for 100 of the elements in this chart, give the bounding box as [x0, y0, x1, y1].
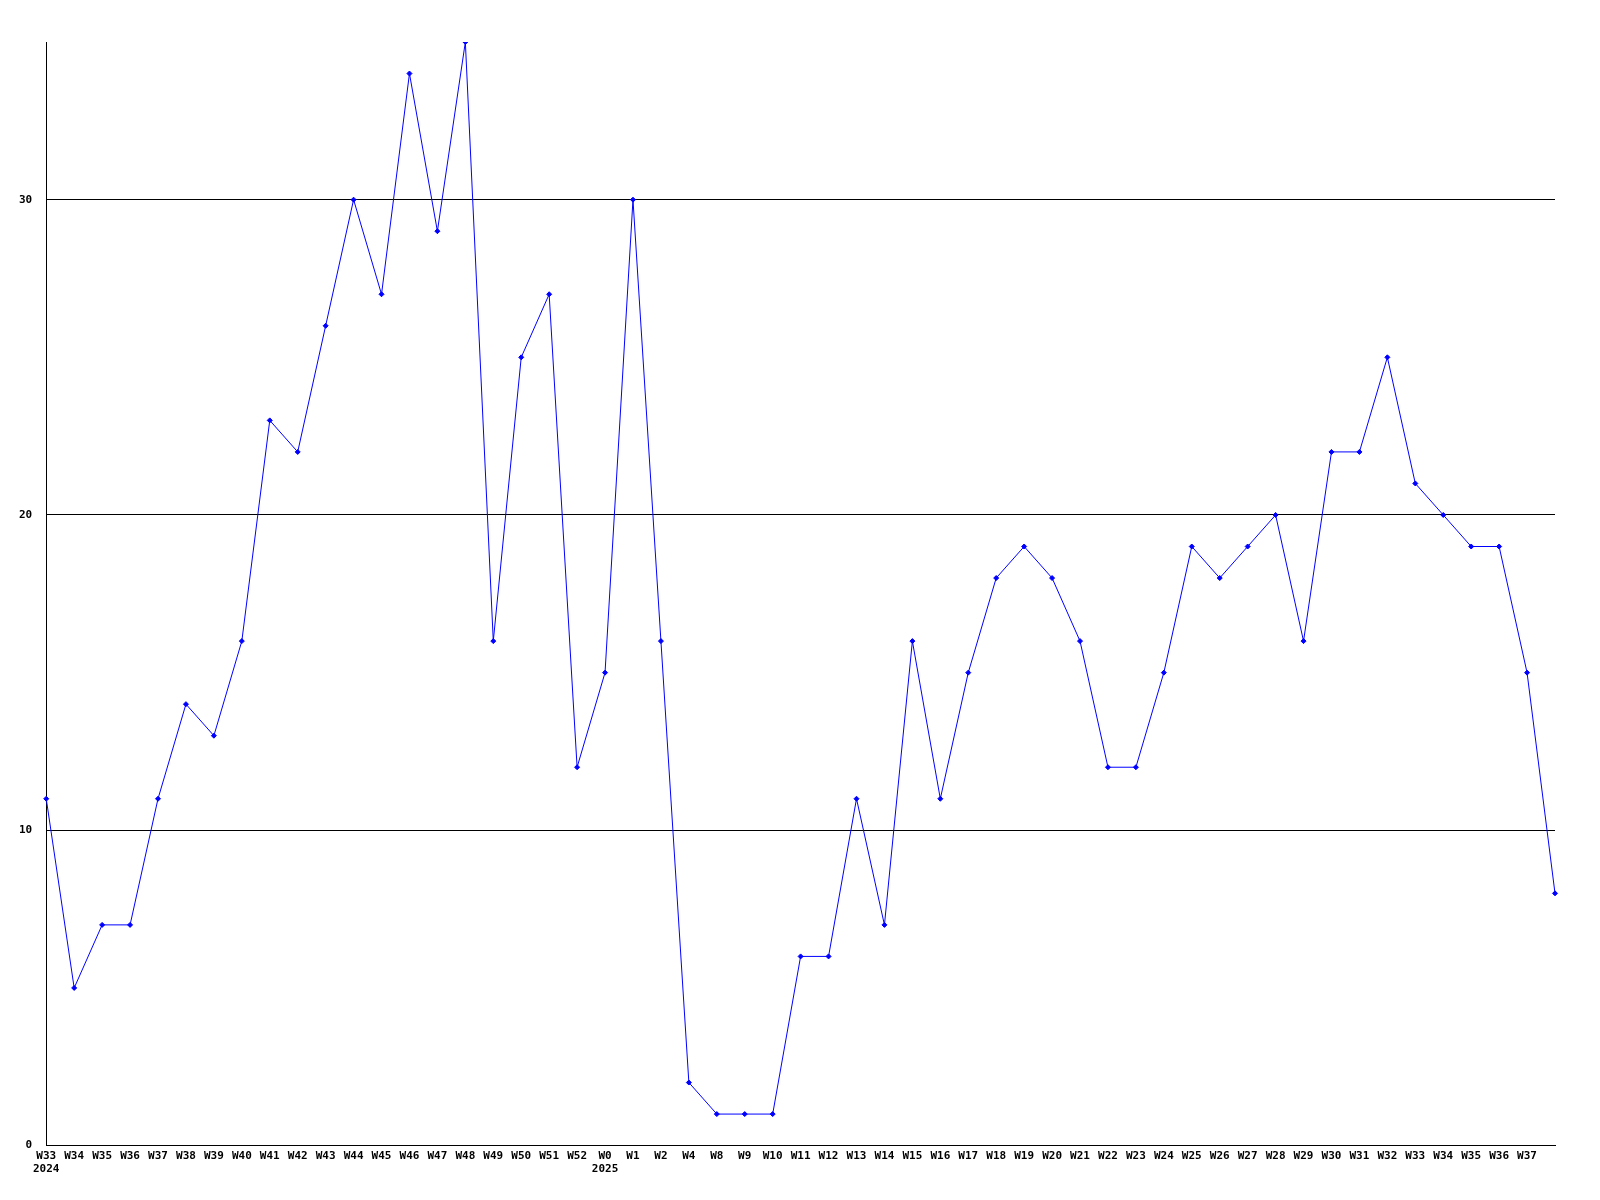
x-tick-label: W51 — [539, 1149, 560, 1163]
point — [127, 921, 134, 928]
point — [1132, 764, 1139, 771]
x-tick-label: W28 — [1265, 1149, 1286, 1163]
x-tick-label: W11 — [790, 1149, 811, 1163]
x-tick-label: W23 — [1125, 1149, 1146, 1163]
y-tick-label: 30 — [19, 192, 33, 206]
point — [1021, 543, 1028, 550]
x-tick-label: W34 — [1433, 1149, 1454, 1163]
x-tick-label: W47 — [427, 1149, 448, 1163]
point — [406, 70, 413, 77]
x-tick-label: W35 — [92, 1149, 113, 1163]
point — [43, 795, 50, 802]
point — [797, 953, 804, 960]
point — [71, 984, 78, 991]
x-tick-label: W39 — [203, 1149, 224, 1163]
x-tick-label: W37 — [148, 1149, 168, 1163]
point — [1160, 669, 1167, 676]
point — [685, 1079, 692, 1086]
x-tick-label: W1 — [626, 1149, 640, 1163]
x-tick-label: W33 — [1405, 1149, 1426, 1163]
point — [238, 638, 245, 645]
point — [518, 354, 525, 361]
x-tick-label: W27 — [1237, 1149, 1258, 1163]
x-tick-label: W38 — [176, 1149, 196, 1163]
point — [853, 795, 860, 802]
x-tick-label: W24 — [1153, 1149, 1175, 1163]
point — [937, 795, 944, 802]
x-tick-label: W9 — [738, 1149, 752, 1163]
x-tick-label: W48 — [455, 1149, 476, 1163]
point — [434, 228, 441, 235]
x-tick-label: W22 — [1098, 1149, 1118, 1163]
x-tick-label: W36 — [1489, 1149, 1510, 1163]
x-tick-label: W42 — [287, 1149, 308, 1163]
point — [546, 291, 553, 298]
point — [1412, 480, 1419, 487]
x-tick-label: W43 — [315, 1149, 336, 1163]
x-tick-label: W21 — [1070, 1149, 1091, 1163]
point — [602, 669, 609, 676]
x-tick-label: W4 — [682, 1149, 696, 1163]
point — [1440, 511, 1447, 518]
x-tick-label: W41 — [259, 1149, 281, 1163]
point — [1496, 543, 1503, 550]
point — [210, 732, 217, 739]
x-tick-label: W20 — [1042, 1149, 1063, 1163]
x-tick-label: W18 — [986, 1149, 1007, 1163]
point — [713, 1111, 720, 1118]
y-tick-label: 20 — [19, 507, 33, 521]
x-tick-label: W31 — [1349, 1149, 1370, 1163]
x-tick-label: W46 — [399, 1149, 420, 1163]
point — [1216, 575, 1223, 582]
point — [657, 638, 664, 645]
x-tick-label: W32 — [1377, 1149, 1398, 1163]
point — [266, 417, 273, 424]
x-tick-label: W25 — [1181, 1149, 1202, 1163]
x-tick-label: W34 — [64, 1149, 85, 1163]
y-tick-label: 0 — [25, 1138, 33, 1152]
x-tick-label: W49 — [483, 1149, 504, 1163]
point — [881, 921, 888, 928]
point — [294, 448, 301, 455]
point — [1244, 543, 1251, 550]
x-tick-label: W14 — [874, 1149, 895, 1163]
x-tick-label: W17 — [958, 1149, 979, 1163]
point — [155, 795, 162, 802]
point — [322, 322, 329, 329]
point — [1300, 638, 1307, 645]
point — [350, 196, 357, 203]
point — [825, 953, 832, 960]
point — [741, 1111, 748, 1118]
x-tick-label: W16 — [930, 1149, 951, 1163]
x-tick-label: W15 — [902, 1149, 923, 1163]
x-tick-label: W13 — [846, 1149, 867, 1163]
point — [1188, 543, 1195, 550]
x-tick-label: W19 — [1014, 1149, 1035, 1163]
y-tick-label: 10 — [19, 823, 33, 837]
x-tick-label: W33 2024 — [33, 1149, 60, 1176]
x-tick-label: W35 — [1461, 1149, 1482, 1163]
x-tick-label: W30 — [1321, 1149, 1342, 1163]
point — [1552, 890, 1558, 897]
point — [909, 638, 916, 645]
point — [574, 764, 581, 771]
x-tick-label: W29 — [1293, 1149, 1314, 1163]
point — [1468, 543, 1475, 550]
point — [1049, 575, 1056, 582]
point — [993, 575, 1000, 582]
x-tick-label: W52 — [567, 1149, 588, 1163]
x-tick-label: W8 — [710, 1149, 724, 1163]
point — [182, 701, 189, 708]
x-tick-label: W10 — [762, 1149, 783, 1163]
point — [769, 1111, 776, 1118]
point — [99, 921, 106, 928]
point — [490, 638, 497, 645]
x-tick-label: W12 — [818, 1149, 839, 1163]
x-tick-label: W50 — [511, 1149, 532, 1163]
point — [1328, 448, 1335, 455]
x-tick-label: W45 — [371, 1149, 392, 1163]
x-tick-label: W37 — [1517, 1149, 1537, 1163]
x-tick-label: W0 2025 — [591, 1149, 619, 1176]
x-tick-label: W44 — [343, 1149, 364, 1163]
x-tick-label: W26 — [1209, 1149, 1231, 1163]
